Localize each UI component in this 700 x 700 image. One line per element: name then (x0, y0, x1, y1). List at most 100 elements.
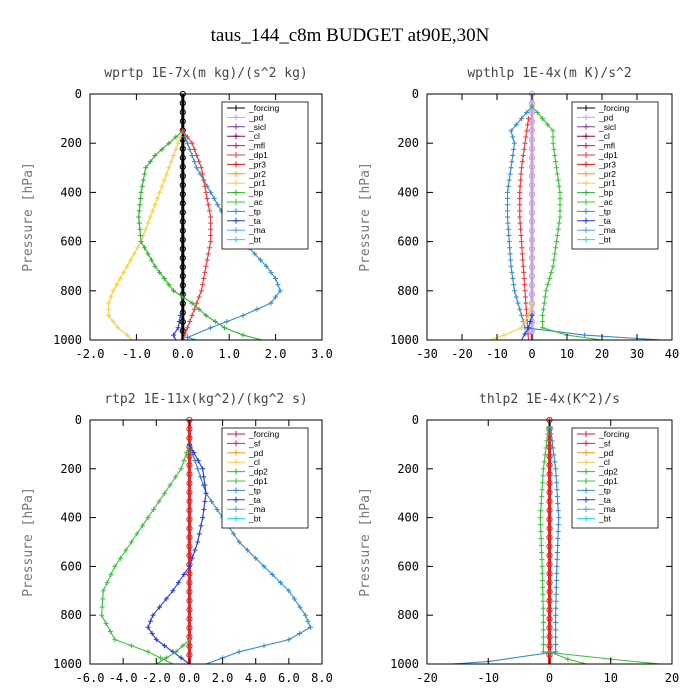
data-point (196, 531, 202, 537)
data-point (181, 458, 187, 464)
data-point (186, 563, 192, 569)
data-point (189, 153, 195, 158)
data-point (546, 444, 553, 451)
data-point (582, 332, 587, 338)
legend-label: _dp1 (598, 150, 618, 160)
panel-3: rtp2 1E-11x(kg^2)/(kg^2 s) Pressure [hPa]… (21, 392, 333, 685)
data-point (518, 232, 524, 238)
data-point (555, 542, 561, 548)
data-point (187, 146, 193, 152)
legend-label: _cl (598, 131, 610, 141)
data-point (263, 263, 269, 269)
data-point (162, 643, 168, 649)
legend-marker (583, 478, 589, 484)
data-point (135, 245, 141, 251)
y-tick-label: 400 (397, 185, 419, 199)
data-point (137, 226, 143, 232)
data-point (553, 620, 559, 626)
data-point (205, 251, 211, 257)
legend-label: _bt (248, 514, 261, 524)
data-point (208, 214, 214, 220)
panel-2: wpthlp 1E-4x(m K)/s^2 Pressure [hPa] -30 -2… (358, 66, 679, 361)
data-point (152, 263, 158, 269)
legend-marker (233, 180, 239, 187)
data-point (554, 165, 559, 171)
data-point (517, 306, 523, 312)
legend-marker (233, 496, 239, 503)
y-tick-label: 0 (75, 87, 82, 101)
data-point (534, 109, 540, 115)
x-tick-label: 20 (665, 671, 679, 685)
data-point (110, 288, 116, 294)
data-point (194, 153, 200, 158)
data-point (528, 264, 536, 271)
data-point (186, 579, 193, 586)
data-point (528, 163, 536, 170)
data-point (546, 642, 553, 650)
legend-marker (583, 468, 589, 475)
data-point (540, 591, 546, 597)
data-point (124, 332, 130, 338)
data-point (203, 490, 209, 496)
data-point (555, 529, 561, 535)
data-point (528, 109, 536, 116)
data-point (142, 245, 148, 251)
data-point (99, 604, 105, 610)
data-point (505, 183, 511, 189)
series-group (489, 90, 662, 341)
data-point (526, 325, 531, 331)
data-point (159, 183, 165, 189)
data-point (553, 584, 559, 590)
data-point (540, 116, 545, 122)
data-point (551, 257, 557, 263)
data-point (139, 183, 145, 189)
data-point (553, 159, 559, 165)
data-point (546, 570, 553, 577)
data-point (196, 294, 202, 300)
legend-marker (233, 449, 239, 456)
legend-marker (583, 217, 589, 224)
data-point (123, 547, 129, 553)
data-point (555, 501, 561, 507)
data-point (143, 226, 149, 232)
data-point (510, 134, 516, 140)
data-point (195, 466, 201, 472)
legend-marker (233, 487, 239, 494)
data-point (507, 251, 513, 257)
y-axis-label: Pressure [hPa] (21, 162, 36, 272)
data-point (180, 643, 186, 649)
data-point (540, 466, 546, 472)
series-group (99, 416, 313, 665)
data-point (175, 580, 181, 586)
legend-label: _pr3 (598, 159, 616, 169)
data-point (519, 325, 524, 331)
data-point (203, 189, 209, 195)
data-point (539, 549, 545, 555)
data-point (553, 245, 559, 251)
legend-label: _pr1 (248, 178, 266, 188)
legend: _forcing_pd_sicl_cl_mfl_dp1_pr3_pr2_pr1_… (221, 101, 309, 250)
data-point (107, 628, 113, 634)
data-point (179, 200, 186, 207)
data-point (268, 300, 274, 306)
data-point (501, 332, 507, 338)
data-point (523, 300, 529, 306)
legend-marker (583, 208, 589, 215)
legend-label: _dp1 (248, 150, 268, 160)
legend-label: _bp (598, 188, 613, 198)
data-point (202, 498, 208, 504)
data-point (137, 196, 143, 202)
data-point (191, 306, 197, 312)
legend-label: _sf (248, 438, 261, 448)
data-point (149, 631, 155, 636)
data-point (528, 254, 536, 262)
data-point (528, 145, 536, 152)
data-point (525, 122, 531, 128)
data-point (529, 300, 535, 306)
data-point (138, 189, 144, 195)
data-point (145, 624, 151, 630)
data-point (540, 306, 546, 312)
y-tick-label: 600 (60, 559, 82, 573)
data-point (201, 474, 207, 480)
data-point (192, 547, 198, 553)
